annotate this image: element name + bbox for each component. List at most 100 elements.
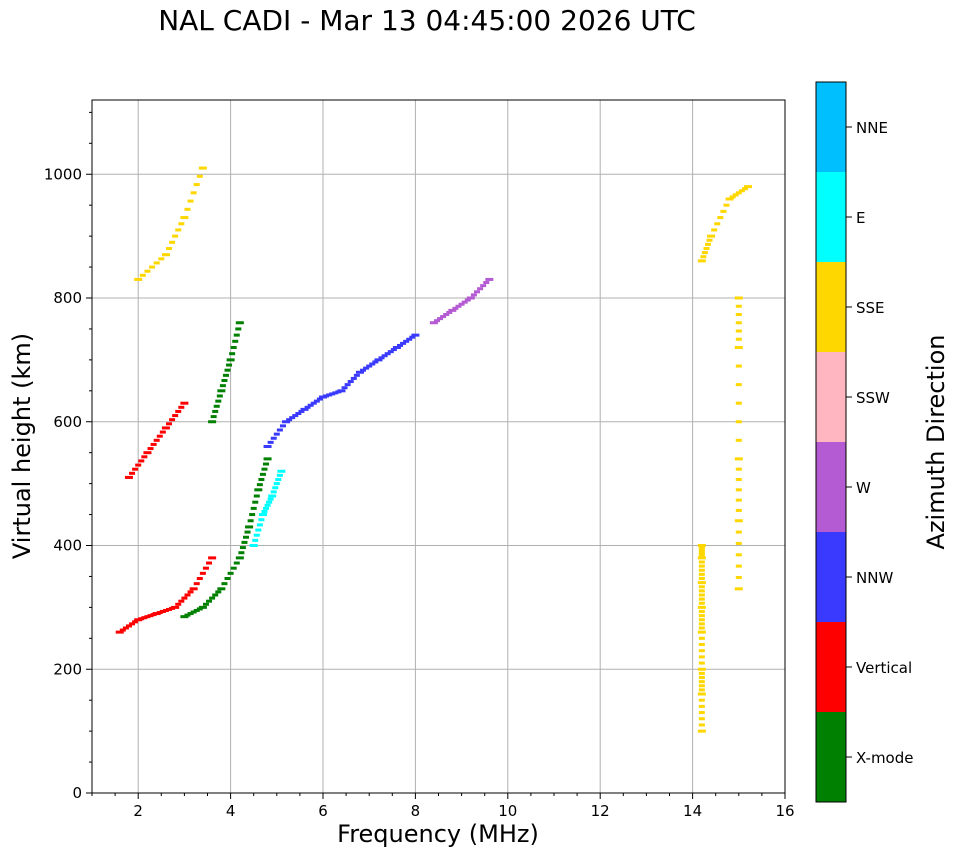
echo-point [732, 193, 739, 197]
echo-point [698, 655, 705, 659]
echo-point [270, 490, 277, 494]
echo-point [409, 335, 416, 339]
echo-point [697, 544, 706, 547]
colorbar-tick-label: SSE [856, 299, 885, 317]
echo-point [132, 620, 139, 624]
echo-point [474, 290, 480, 294]
echo-point [276, 428, 283, 432]
echo-point [149, 265, 156, 269]
echo-point [193, 183, 200, 187]
echo-point [206, 599, 213, 603]
echo-point [180, 401, 189, 405]
echo-point [277, 469, 286, 473]
echo-point [735, 364, 742, 368]
echo-point [714, 222, 721, 226]
colorbar: X-mode Vertical NNW W SSW SSE E NNE [815, 81, 913, 803]
echo-point [485, 277, 494, 281]
echo-point [698, 626, 705, 630]
colorbar-tick-label: NNW [856, 569, 893, 587]
echo-point [734, 296, 743, 300]
echo-point [697, 556, 706, 560]
echo-point [184, 613, 191, 617]
echo-point [268, 494, 277, 498]
echo-point [215, 399, 222, 403]
echo-point [144, 269, 151, 273]
echo-point [289, 416, 296, 420]
echo-point [193, 582, 200, 586]
echo-point [725, 197, 734, 201]
echo-point [187, 590, 194, 594]
colorbar-segment [816, 172, 846, 262]
echo-point [213, 404, 220, 408]
colorbar-segment [816, 532, 846, 622]
colorbar-segment [816, 622, 846, 712]
echo-point [180, 216, 189, 220]
echo-point [156, 611, 163, 615]
echo-point [329, 392, 336, 396]
echo-point [452, 306, 459, 310]
echo-point [397, 343, 403, 347]
echo-point [232, 339, 239, 343]
echo-point [198, 166, 207, 170]
echo-point [115, 630, 124, 634]
echo-point [466, 296, 475, 300]
echo-point [273, 432, 280, 436]
echo-point [261, 467, 268, 471]
echo-point [256, 483, 263, 487]
echo-point [241, 540, 248, 544]
echo-point [698, 671, 705, 675]
echo-point [224, 577, 231, 580]
echo-point [193, 608, 200, 612]
echo-point [208, 420, 217, 424]
echo-point [250, 506, 257, 510]
echo-point [735, 321, 742, 325]
x-tick-label: 6 [318, 802, 328, 820]
echo-point [403, 339, 410, 343]
echo-point [698, 585, 705, 589]
echo-point [698, 698, 705, 702]
echo-point [697, 259, 706, 263]
echo-point [175, 602, 182, 606]
echo-point [461, 300, 468, 304]
echo-point [122, 626, 129, 630]
echo-point [272, 486, 279, 490]
echo-point [187, 612, 194, 616]
echo-point [156, 434, 163, 438]
echo-point [175, 409, 182, 413]
echo-point [153, 438, 160, 442]
echo-point [254, 488, 263, 492]
echo-point [147, 447, 154, 451]
echo-point [698, 550, 705, 554]
echo-point [161, 253, 170, 257]
echo-point [307, 403, 314, 407]
echo-point [227, 571, 234, 575]
echo-point [697, 667, 706, 671]
colorbar-tick-label: X-mode [856, 749, 913, 767]
echo-point [698, 618, 705, 622]
echo-point [701, 251, 708, 255]
echo-point [202, 566, 209, 570]
echo-point [735, 383, 742, 387]
echo-point [215, 590, 222, 594]
echo-point [735, 329, 742, 333]
echo-point [698, 610, 705, 613]
echo-point [735, 438, 742, 442]
echo-point [129, 471, 136, 475]
echo-point [286, 418, 293, 422]
echo-point [270, 436, 277, 440]
echo-point [222, 373, 229, 377]
echo-point [697, 630, 706, 634]
echo-point [263, 457, 272, 461]
echo-point [276, 473, 283, 477]
colorbar-tick-label: NNE [856, 119, 888, 137]
echo-point [249, 544, 258, 547]
echo-point [698, 552, 705, 556]
echo-point [697, 692, 706, 696]
echo-point [705, 242, 711, 246]
echo-point [221, 582, 228, 586]
colorbar-tick-label: Vertical [856, 659, 912, 677]
echo-point [440, 315, 447, 319]
echo-point [483, 281, 490, 285]
echo-point [295, 412, 302, 415]
echo-point [261, 509, 268, 513]
